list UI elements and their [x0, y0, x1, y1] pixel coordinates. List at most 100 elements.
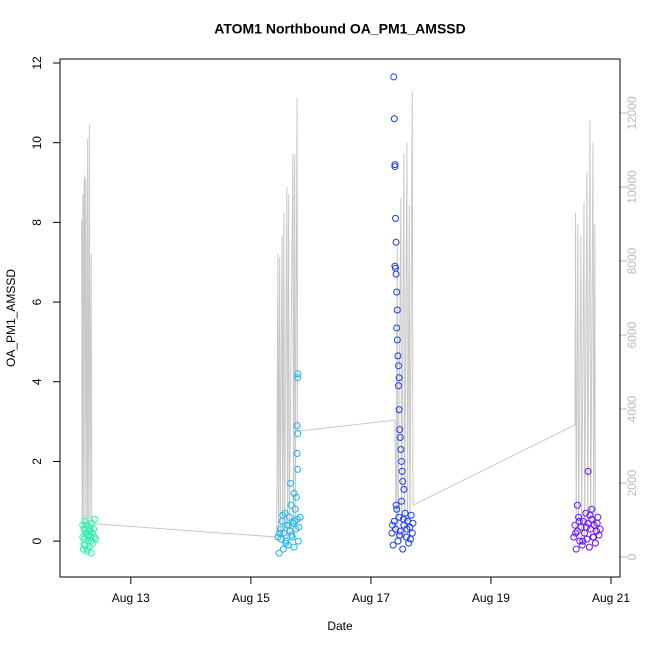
point: [405, 539, 413, 547]
point: [292, 493, 300, 501]
point: [288, 531, 296, 539]
point: [279, 511, 287, 519]
x-tick-label: Aug 15: [232, 591, 270, 605]
y-tick-label: 0: [30, 537, 44, 544]
point: [584, 467, 592, 475]
point: [584, 519, 592, 527]
point: [294, 537, 302, 545]
point: [391, 161, 399, 169]
line-series: [81, 90, 596, 543]
point: [395, 374, 403, 382]
point: [575, 517, 583, 525]
point: [396, 434, 404, 442]
point: [296, 513, 304, 521]
point: [571, 521, 579, 529]
x-tick-label: Aug 17: [352, 591, 390, 605]
point: [399, 545, 407, 553]
point: [407, 535, 415, 543]
point: [390, 115, 398, 123]
point: [285, 521, 293, 529]
y-tick-label: 4: [30, 378, 44, 385]
point: [393, 505, 401, 513]
point: [87, 537, 95, 545]
point: [392, 238, 400, 246]
point: [570, 533, 578, 541]
point: [395, 406, 403, 414]
point: [575, 513, 583, 521]
point: [279, 545, 287, 553]
y-axis-title: OA_PM1_AMSSD: [4, 269, 18, 367]
point: [393, 336, 401, 344]
point: [588, 505, 596, 513]
point: [86, 525, 94, 533]
point: [392, 214, 400, 222]
point: [393, 306, 401, 314]
point: [407, 511, 415, 519]
point: [585, 543, 593, 551]
point: [79, 545, 87, 553]
y-tick-label: 10: [30, 136, 44, 150]
point: [90, 525, 98, 533]
x-tick-label: Aug 21: [592, 591, 630, 605]
point: [588, 515, 596, 523]
point: [583, 535, 591, 543]
point: [398, 457, 406, 465]
x-tick-label: Aug 13: [112, 591, 150, 605]
point: [280, 529, 288, 537]
point: [394, 352, 402, 360]
point: [395, 362, 403, 370]
point: [286, 479, 294, 487]
point: [395, 513, 403, 521]
point: [81, 517, 89, 525]
point: [276, 525, 284, 533]
point: [393, 288, 401, 296]
point: [276, 529, 284, 537]
point: [91, 515, 99, 523]
x-axis-title: Date: [327, 619, 353, 633]
point: [294, 465, 302, 473]
point: [590, 533, 598, 541]
point: [392, 501, 400, 509]
y2-tick-label: 2000: [625, 469, 639, 496]
y2-tick-label: 10000: [625, 170, 639, 204]
y2-tick-label: 12000: [625, 96, 639, 130]
point: [396, 426, 404, 434]
point: [579, 537, 587, 545]
point: [402, 533, 410, 541]
point: [84, 545, 92, 553]
point: [573, 501, 581, 509]
point: [396, 531, 404, 539]
chart-title: ATOM1 Northbound OA_PM1_AMSSD: [214, 21, 466, 37]
point: [287, 501, 295, 509]
point: [295, 523, 303, 531]
point: [291, 505, 299, 513]
point: [400, 485, 408, 493]
y2-tick-label: 8000: [625, 247, 639, 274]
point: [293, 449, 301, 457]
point: [291, 517, 299, 525]
y-tick-label: 6: [30, 298, 44, 305]
point: [399, 477, 407, 485]
y-tick-label: 12: [30, 56, 44, 70]
point: [389, 521, 397, 529]
point: [587, 525, 595, 533]
point: [409, 519, 417, 527]
point: [403, 525, 411, 533]
point: [282, 539, 290, 547]
point: [391, 163, 399, 171]
point: [388, 529, 396, 537]
point: [389, 541, 397, 549]
point: [80, 541, 88, 549]
point: [573, 527, 581, 535]
point: [397, 445, 405, 453]
point: [294, 370, 302, 378]
point: [395, 382, 403, 390]
point: [396, 527, 404, 535]
point: [578, 541, 586, 549]
y2-tick-label: 0: [625, 553, 639, 560]
point: [87, 549, 95, 557]
point: [591, 539, 599, 547]
point: [593, 519, 601, 527]
y-tick-label: 2: [30, 458, 44, 465]
